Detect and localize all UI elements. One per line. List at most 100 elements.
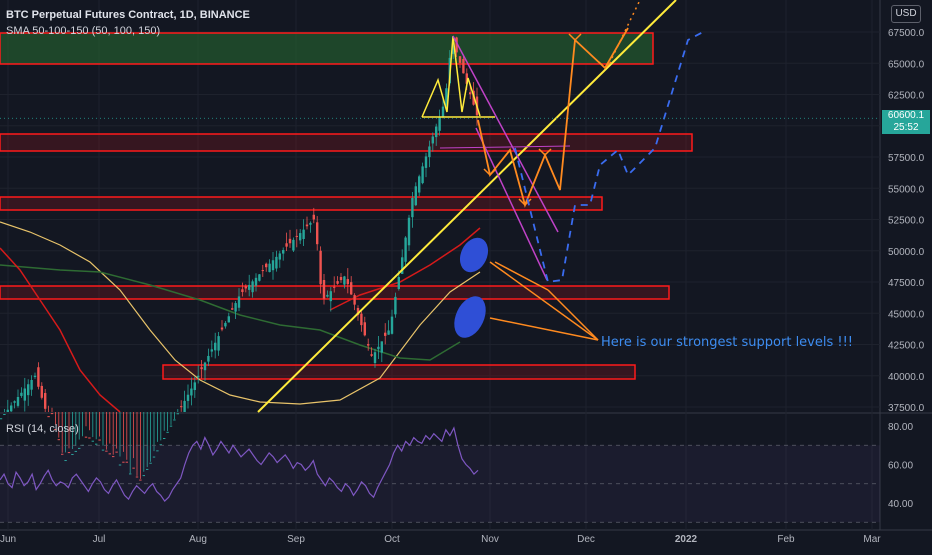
candle-body [152, 456, 156, 458]
candle-body [380, 341, 383, 353]
candle-body [142, 475, 145, 477]
candle-body [200, 367, 203, 370]
candle-body [462, 58, 465, 74]
candle-body [373, 352, 377, 364]
y-tick-label: 40000.0 [888, 372, 925, 383]
candle-body [278, 253, 281, 260]
candle-body [452, 41, 455, 54]
sma-50-line [0, 221, 481, 405]
candle-body [326, 294, 329, 297]
channel-line [452, 35, 559, 233]
candle-body [370, 354, 373, 356]
candle-body [268, 263, 271, 273]
support-zone [0, 196, 603, 211]
currency-button[interactable]: USD [891, 5, 921, 23]
x-tick-label: Aug [189, 534, 207, 545]
candle-body [61, 453, 64, 455]
candle-body [37, 367, 40, 387]
last-price-tag: 60600.1 25:52 [882, 110, 930, 134]
candle-body [275, 256, 278, 269]
candle-body [285, 243, 288, 247]
support-zone [162, 364, 636, 380]
rsi-tick-label: 80.00 [888, 422, 913, 433]
candle-body [64, 460, 67, 462]
candle-body [146, 468, 149, 470]
scenario-path [514, 31, 704, 284]
candle-body [305, 224, 309, 227]
candle-body [288, 238, 292, 244]
candle-body [54, 429, 57, 431]
candle-body [23, 388, 26, 401]
candle-body [350, 282, 353, 295]
candle-body [50, 413, 54, 415]
rsi-indicator-label[interactable]: RSI (14, close) [6, 423, 79, 435]
x-tick-label: Jun [0, 534, 16, 545]
candle-body [20, 392, 23, 396]
y-tick-label: 65000.0 [888, 59, 925, 70]
candle-body [3, 414, 6, 415]
candle-body [231, 308, 234, 310]
candle-body [312, 214, 315, 220]
candle-body [333, 286, 336, 288]
candle-body [407, 217, 411, 246]
support-marker [459, 237, 489, 273]
y-tick-label: 37500.0 [888, 403, 925, 414]
candle-body [336, 281, 339, 284]
candle-body [10, 405, 13, 412]
bar-countdown: 25:52 [893, 122, 919, 133]
candle-body [122, 461, 125, 463]
candle-body [469, 92, 472, 95]
candle-body [183, 400, 186, 412]
candle-body [302, 229, 305, 240]
candle-body [435, 126, 438, 138]
candle-body [132, 467, 135, 469]
candle-body [237, 296, 241, 308]
candle-body [414, 186, 417, 206]
candle-body [377, 346, 380, 350]
candle-body [135, 476, 139, 478]
trendline [257, 0, 677, 413]
candle-body [217, 336, 220, 351]
candle-body [101, 449, 105, 451]
candle-body [44, 393, 47, 409]
candle-body [40, 385, 43, 398]
sma-indicator-label[interactable]: SMA 50-100-150 (50, 100, 150) [6, 25, 161, 37]
candle-body [118, 464, 122, 466]
x-tick-label: Nov [481, 534, 499, 545]
candle-body [261, 270, 264, 272]
y-tick-label: 50000.0 [888, 247, 925, 258]
candle-body [166, 431, 169, 433]
candle-body [411, 197, 414, 218]
candle-body [353, 295, 356, 305]
candle-body [163, 438, 166, 439]
candle-body [149, 462, 152, 464]
annotation-arrow [489, 261, 599, 341]
candle-body [465, 73, 468, 84]
x-tick-label: Feb [777, 534, 795, 545]
candle-body [112, 456, 115, 458]
candle-body [441, 106, 445, 118]
candle-body [390, 316, 394, 334]
candle-body [159, 444, 162, 446]
candle-body [339, 276, 343, 281]
candle-body [363, 322, 366, 336]
candle-body [30, 380, 33, 390]
candle-body [397, 277, 400, 289]
candle-body [224, 322, 227, 327]
support-annotation: Here is our strongest support levels !!! [601, 335, 854, 350]
y-tick-label: 62500.0 [888, 91, 925, 102]
candle-body [424, 156, 428, 168]
candle-body [220, 327, 224, 330]
y-tick-label: 67500.0 [888, 28, 925, 39]
arrowhead [483, 168, 497, 177]
candle-body [271, 260, 275, 271]
candle-body [47, 416, 50, 418]
candle-body [329, 291, 332, 302]
annotation-arrow [494, 261, 549, 291]
candle-body [316, 222, 319, 245]
arrowhead [538, 148, 552, 157]
candle-body [346, 279, 349, 285]
candle-body [105, 450, 108, 452]
candle-body [248, 284, 251, 290]
